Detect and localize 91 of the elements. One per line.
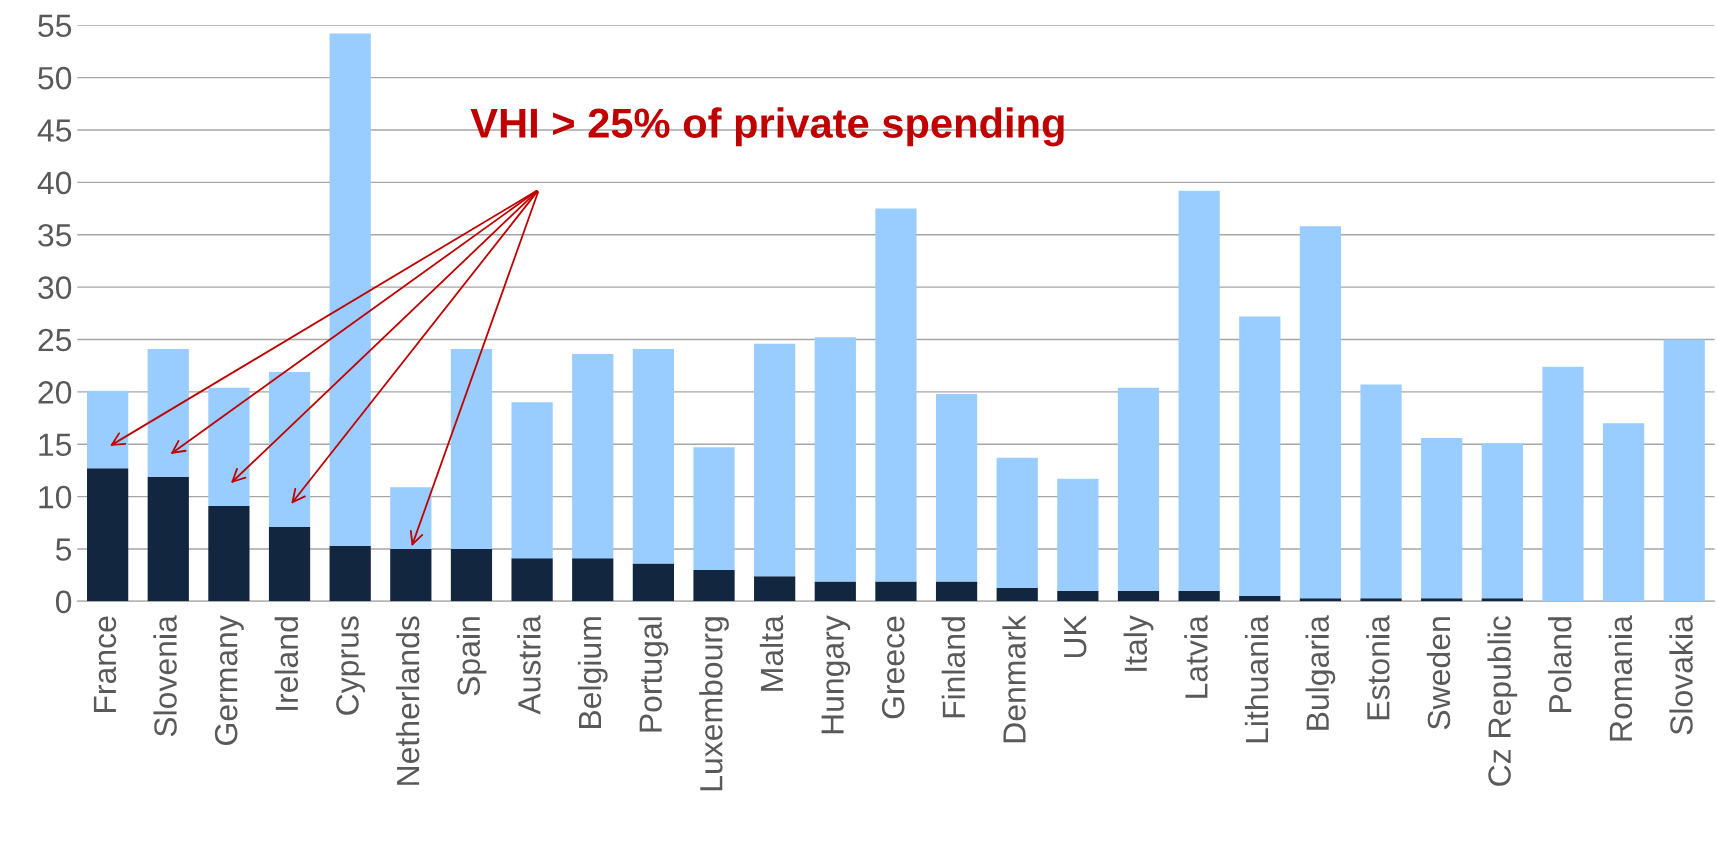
x-tick-label: Luxembourg [699,617,729,791]
bar [1542,366,1584,602]
bar [511,402,553,559]
bar [1481,598,1523,602]
bar [572,558,614,602]
bar [390,548,432,602]
bar [1663,339,1705,602]
y-tick-label: 50 [38,66,72,90]
x-tick-label: UK [1064,615,1087,658]
bar [511,558,553,602]
x-tick-label: Belgium [577,617,608,728]
bar [1239,596,1281,602]
y-tick-label: 10 [39,485,72,509]
x-tick-label: Estonia [1366,615,1390,720]
bar [935,581,978,602]
bar [208,506,250,602]
bar [1360,384,1402,599]
bar [693,569,735,602]
x-tick-label: France [93,616,117,712]
bar [147,476,189,602]
x-tick-label: Germany [214,615,244,745]
x-tick-label: Lithuania [1244,615,1269,743]
x-tick-label: Hungary [821,615,851,734]
bar [1117,387,1160,591]
x-tick-label: Latvia [1184,615,1208,698]
y-tick-label: 30 [38,276,72,299]
x-tick-label: Austria [517,615,541,715]
x-tick-label: Slovakia [1669,615,1693,735]
bar [1178,190,1220,591]
y-tick-label: 20 [38,381,72,404]
bar [996,587,1038,602]
x-tick-label: Cyprus [336,616,366,715]
bar [1421,598,1463,602]
bar [1360,598,1402,602]
x-tick-label: Finland [941,617,966,718]
bar [268,371,311,527]
bar [632,563,674,602]
y-tick-label: 25 [38,328,72,352]
y-tick-label: 45 [37,119,72,142]
y-tick-label: 15 [39,433,72,457]
bar [754,343,796,577]
bar [935,393,978,582]
bar [1602,423,1645,602]
bar [632,348,674,564]
bar [1299,226,1342,599]
x-tick-label: Portugal [638,617,669,732]
bar [329,33,371,546]
bar [814,581,856,602]
bar [572,354,614,559]
bar [450,548,493,602]
y-tick-label: 0 [55,590,72,614]
bar [1178,590,1220,602]
x-tick-label: Malta [759,615,784,691]
x-tick-label: Cz Republic [1487,616,1518,786]
x-tick-label: Spain [456,617,487,696]
x-tick-label: Denmark [1002,615,1026,743]
bar [693,447,735,570]
x-tick-label: Bulgaria [1305,615,1336,730]
y-tick-label: 35 [38,223,72,247]
bar [329,545,371,602]
x-tick-label: Greece [881,616,905,719]
x-tick-label: Romania [1608,615,1633,741]
bar [208,387,250,506]
y-tick-label: 5 [55,538,72,561]
x-tick-label: Poland [1548,617,1572,713]
annotation: VHI > 25% of private spending [470,107,1064,147]
bar [390,487,432,549]
x-tick-label: Netherlands [395,616,420,785]
bar [1239,316,1281,597]
y-tick-label: 55 [38,14,72,38]
x-tick-label: Slovenia [153,615,177,737]
x-tick-label: Ireland [274,617,299,710]
bar [87,468,129,602]
bar [1117,590,1160,602]
y-tick-label: 40 [37,171,72,195]
bar [1057,478,1099,591]
bar [87,390,129,469]
bar [875,581,917,602]
bar [1421,437,1463,599]
x-tick-label: Sweden [1426,617,1451,730]
bar [268,526,311,602]
bar [996,457,1038,588]
bar [1299,598,1342,602]
bar [754,576,796,602]
bar [1481,443,1523,599]
x-tick-label: Italy [1123,615,1154,671]
bar [814,337,856,582]
bar [450,348,493,549]
bar [875,208,917,582]
bar [1057,590,1099,602]
bar [147,348,189,477]
